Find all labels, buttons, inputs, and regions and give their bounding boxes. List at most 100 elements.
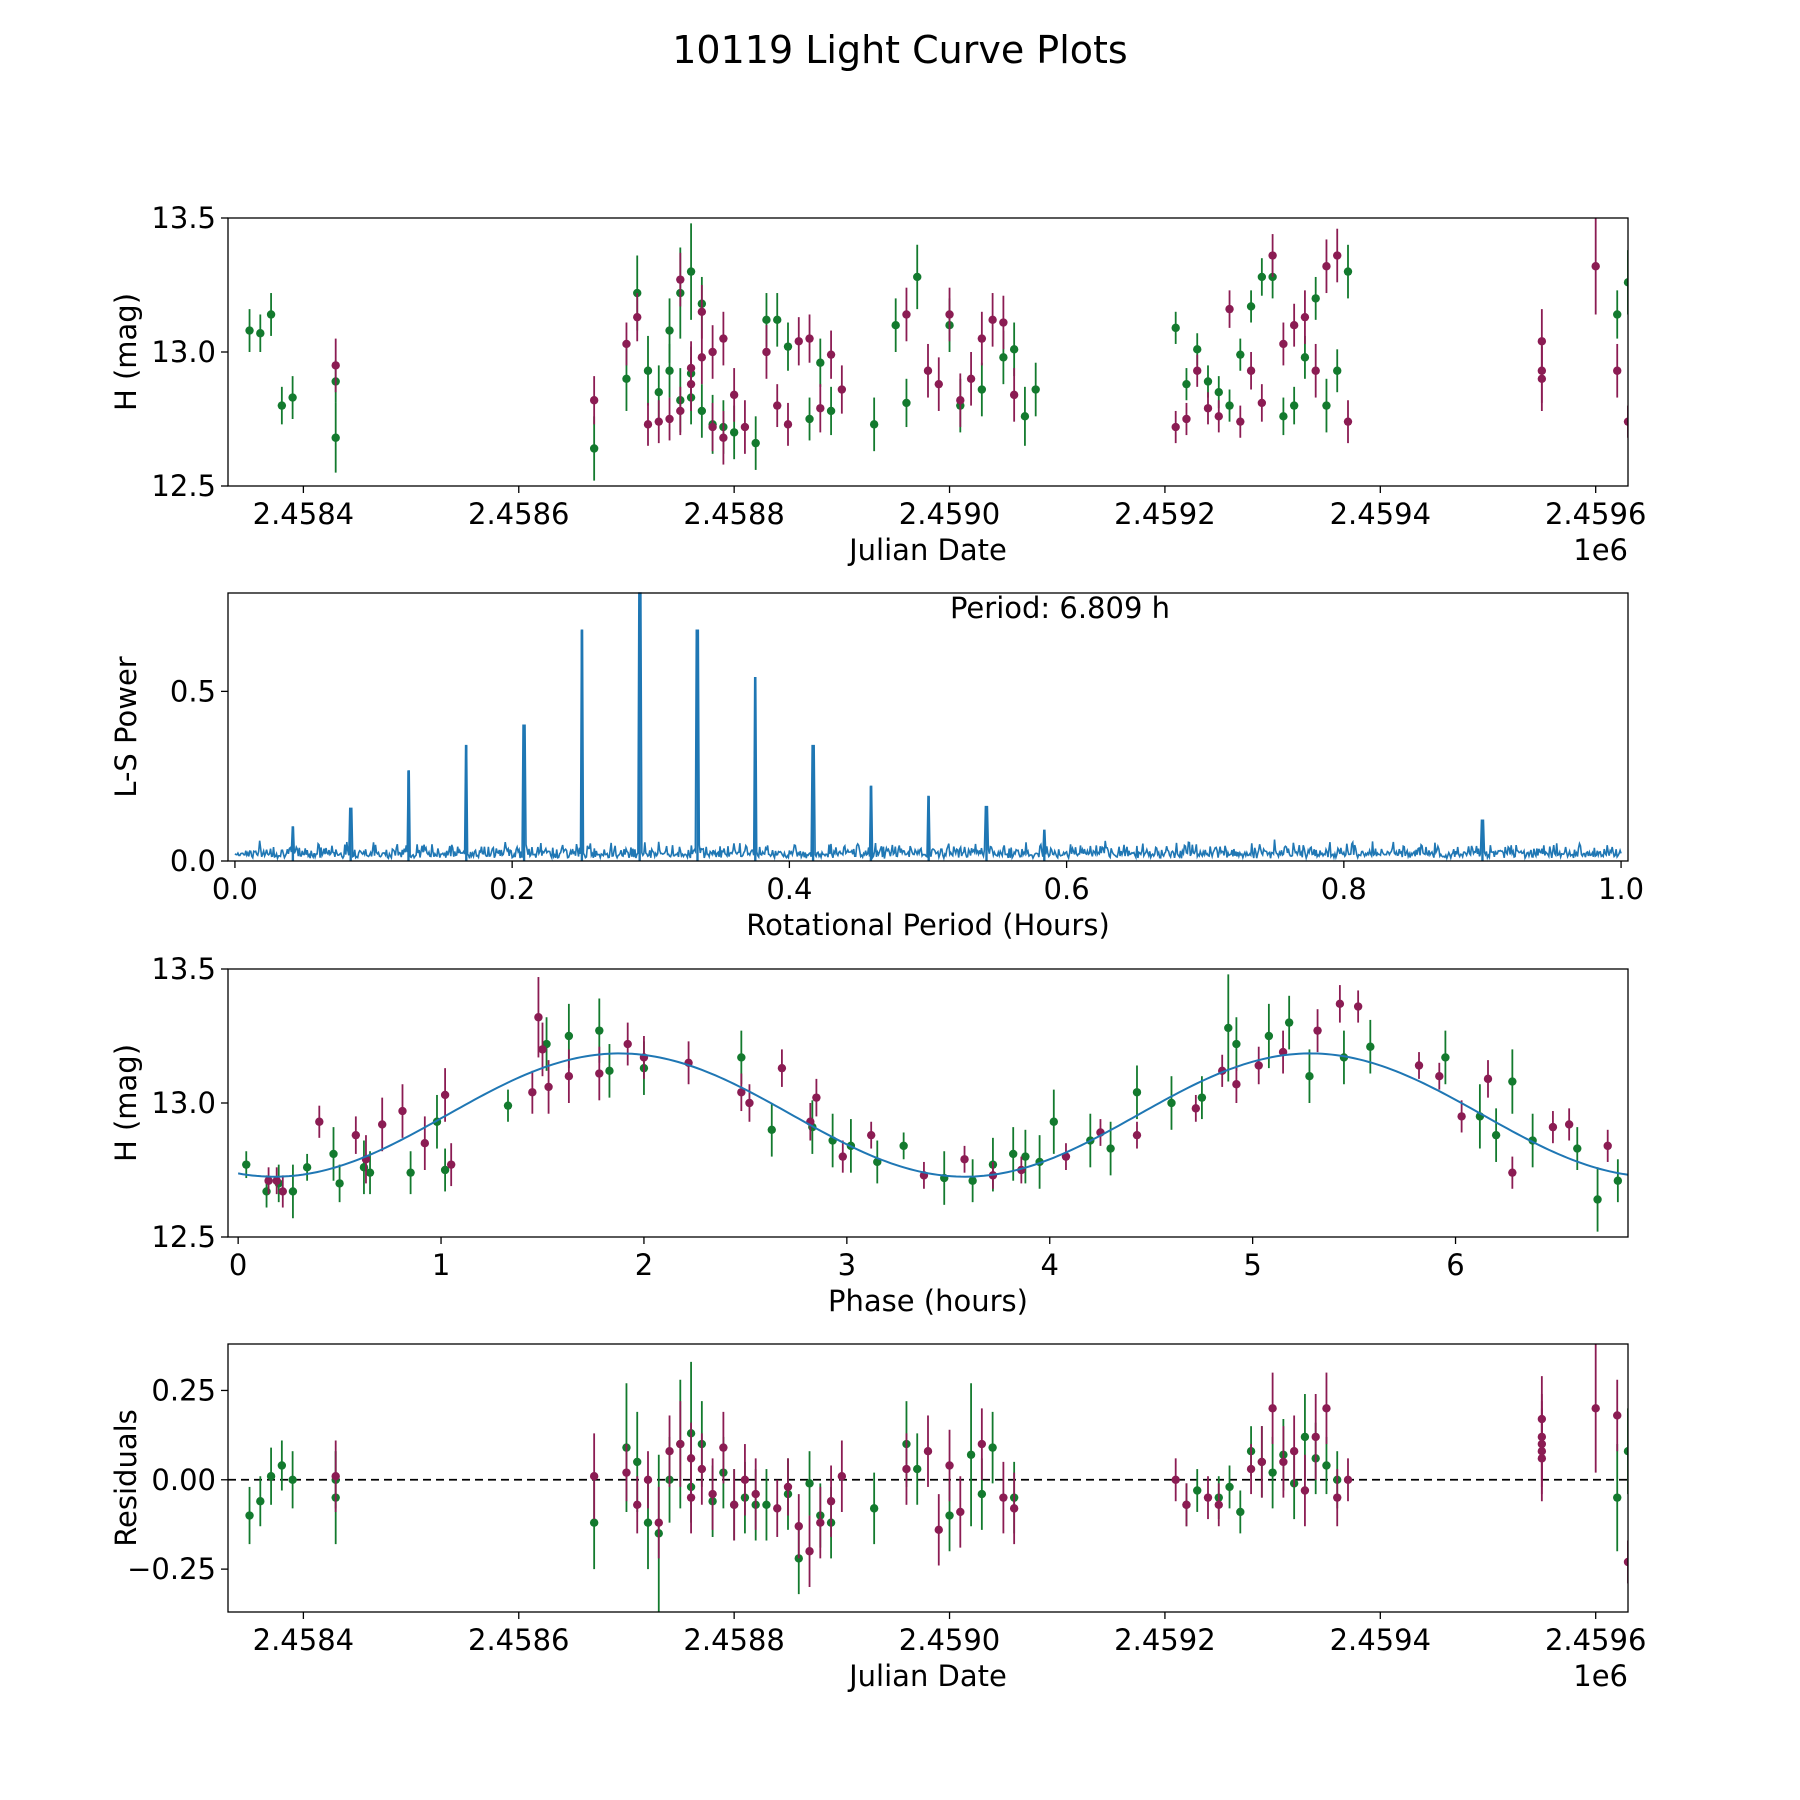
data-point [1311, 294, 1320, 303]
data-point [1009, 1149, 1018, 1159]
data-point [315, 1117, 324, 1126]
data-point [262, 1187, 271, 1196]
y-tick-label: 0.0 [170, 844, 216, 878]
x-axis-label: Julian Date [847, 533, 1007, 567]
data-point [838, 1152, 847, 1161]
data-point [719, 433, 728, 442]
data-point [1197, 1093, 1207, 1102]
data-point [1613, 1176, 1623, 1185]
data-point [1171, 422, 1180, 432]
data-point [589, 1518, 599, 1527]
data-point [622, 339, 631, 349]
data-point [1193, 1486, 1202, 1495]
y-tick-label: 13.5 [151, 201, 216, 235]
data-point [697, 307, 707, 316]
data-point [1182, 1500, 1191, 1510]
y-tick-label: 13.0 [151, 335, 216, 369]
data-point [686, 1454, 696, 1463]
data-point [331, 361, 340, 370]
data-point [1203, 377, 1213, 386]
data-point [398, 1106, 407, 1116]
data-point [1313, 1026, 1322, 1035]
axes-frame [227, 217, 1629, 487]
data-point [1491, 1130, 1501, 1140]
data-layer [245, 218, 1628, 481]
data-point [538, 1045, 547, 1054]
data-point [794, 1522, 803, 1531]
x-tick-label: 2.4592 [1114, 1623, 1215, 1657]
data-point [805, 1479, 814, 1488]
x-tick-label: 2.4594 [1330, 497, 1431, 531]
data-point [773, 315, 782, 325]
data-point [1300, 353, 1310, 362]
data-point [1457, 1112, 1466, 1121]
data-point [697, 406, 707, 416]
data-point [1366, 1042, 1375, 1051]
data-point [794, 1554, 803, 1563]
x-tick-label: 2.4588 [683, 497, 784, 531]
data-point [1225, 304, 1234, 314]
data-point [1009, 390, 1019, 400]
data-point [686, 363, 696, 373]
data-point [1268, 251, 1277, 260]
data-point [503, 1101, 513, 1110]
data-point [633, 1500, 642, 1510]
data-point [1257, 272, 1267, 282]
data-point [1603, 1141, 1612, 1151]
data-point [1414, 1061, 1424, 1070]
data-point [1106, 1144, 1115, 1153]
data-point [1343, 267, 1353, 276]
data-point [654, 388, 663, 397]
data-point [1322, 262, 1331, 271]
data-point [869, 1504, 879, 1513]
data-point [1232, 1080, 1241, 1089]
x-tick-label: 0.2 [489, 872, 535, 906]
data-point [245, 1511, 254, 1520]
data-point [266, 310, 276, 319]
data-point [697, 1464, 707, 1474]
data-point [643, 366, 653, 375]
data-point [1279, 339, 1288, 349]
data-point [923, 366, 933, 375]
data-point [934, 379, 943, 389]
data-point [968, 1176, 977, 1185]
data-point [589, 396, 599, 405]
data-point [1132, 1130, 1142, 1140]
data-point [1193, 345, 1202, 354]
data-point [708, 1489, 717, 1499]
data-point [1236, 417, 1245, 426]
data-point [654, 417, 663, 426]
data-point [1225, 1482, 1234, 1492]
data-point [1591, 1404, 1600, 1413]
data-point [595, 1069, 604, 1078]
data-point [277, 401, 287, 410]
x-tick-label: 2.4584 [253, 497, 354, 531]
data-point [934, 1525, 943, 1535]
data-point [1236, 350, 1245, 359]
data-point [966, 1450, 976, 1459]
data-point [794, 337, 803, 346]
data-point [708, 422, 717, 432]
data-point [1613, 366, 1622, 375]
data-point [1322, 1404, 1331, 1413]
data-point [999, 353, 1008, 362]
data-point [686, 267, 696, 276]
x-tick-label: 4 [1041, 1248, 1059, 1282]
data-point [264, 1176, 273, 1185]
data-point [686, 1493, 696, 1502]
data-point [805, 414, 814, 424]
data-point [1333, 1493, 1342, 1502]
data-point [665, 326, 674, 335]
y-axis-label: Residuals [109, 1409, 143, 1547]
data-point [826, 1497, 836, 1506]
periodogram-panel: 0.0 0.2 0.4 0.6 0.8 1.0 0.0 0.5 Rotational Perio… [109, 591, 1644, 942]
data-point [1508, 1077, 1517, 1086]
data-point [1264, 1031, 1274, 1041]
data-point [1031, 385, 1040, 394]
data-point [1236, 1507, 1245, 1517]
data-point [762, 1500, 771, 1510]
data-point [302, 1163, 312, 1172]
data-point [729, 428, 739, 437]
data-point [1214, 388, 1223, 397]
data-point [783, 420, 793, 429]
